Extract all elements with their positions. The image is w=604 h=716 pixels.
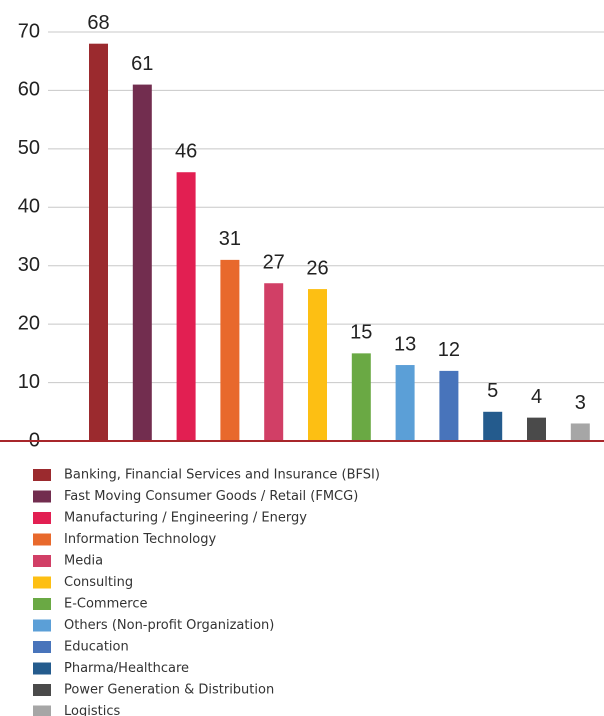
data-label: 5 xyxy=(487,380,498,402)
y-tick-label: 60 xyxy=(18,79,40,101)
bar xyxy=(351,353,371,441)
legend-label: Media xyxy=(64,554,103,569)
legend-swatch xyxy=(33,576,51,589)
data-label: 46 xyxy=(175,141,197,163)
data-label: 12 xyxy=(438,339,460,361)
bar xyxy=(176,172,196,441)
legend-swatch xyxy=(33,662,51,675)
legend-label: Pharma/Healthcare xyxy=(64,661,189,676)
legend-label: Others (Non-profit Organization) xyxy=(64,618,274,633)
legend-label: Information Technology xyxy=(64,532,217,547)
legend-swatch xyxy=(33,490,51,503)
data-label: 68 xyxy=(87,12,109,34)
bar xyxy=(395,365,415,441)
bar xyxy=(264,283,284,441)
bar xyxy=(308,289,327,441)
y-tick-label: 10 xyxy=(18,371,40,393)
data-label: 3 xyxy=(575,392,586,414)
y-tick-label: 40 xyxy=(18,196,40,218)
y-tick-label: 30 xyxy=(18,254,40,276)
legend-label: Manufacturing / Engineering / Energy xyxy=(64,511,307,526)
bar xyxy=(220,259,240,441)
y-tick-label: 50 xyxy=(18,137,40,159)
bar xyxy=(483,411,503,441)
legend-label: E-Commerce xyxy=(64,597,147,612)
legend-swatch xyxy=(33,619,51,632)
legend-swatch xyxy=(33,684,51,696)
bar xyxy=(527,417,546,441)
bar xyxy=(439,370,459,441)
data-label: 26 xyxy=(306,257,328,279)
legend-swatch xyxy=(33,469,51,481)
bar xyxy=(89,43,108,441)
legend-label: Education xyxy=(64,640,129,655)
legend-swatch xyxy=(33,705,51,716)
data-label: 15 xyxy=(350,322,372,344)
bar xyxy=(570,423,590,441)
legend-swatch xyxy=(33,512,51,524)
data-label: 31 xyxy=(219,228,241,250)
y-tick-label: 70 xyxy=(18,20,40,42)
data-label: 4 xyxy=(531,386,542,408)
legend-swatch xyxy=(33,533,51,546)
bar xyxy=(132,84,152,441)
legend-label: Power Generation & Distribution xyxy=(64,683,274,698)
legend-label: Logistics xyxy=(64,704,120,716)
legend-label: Banking, Financial Services and Insuranc… xyxy=(64,468,380,483)
data-label: 27 xyxy=(263,252,285,274)
legend-label: Fast Moving Consumer Goods / Retail (FMC… xyxy=(64,489,358,504)
data-label: 13 xyxy=(394,333,416,355)
legend-swatch xyxy=(33,598,51,610)
legend-label: Consulting xyxy=(64,575,133,590)
data-label: 61 xyxy=(131,53,153,75)
y-tick-label: 20 xyxy=(18,312,40,334)
legend-swatch xyxy=(33,641,51,653)
legend-swatch xyxy=(33,555,51,567)
